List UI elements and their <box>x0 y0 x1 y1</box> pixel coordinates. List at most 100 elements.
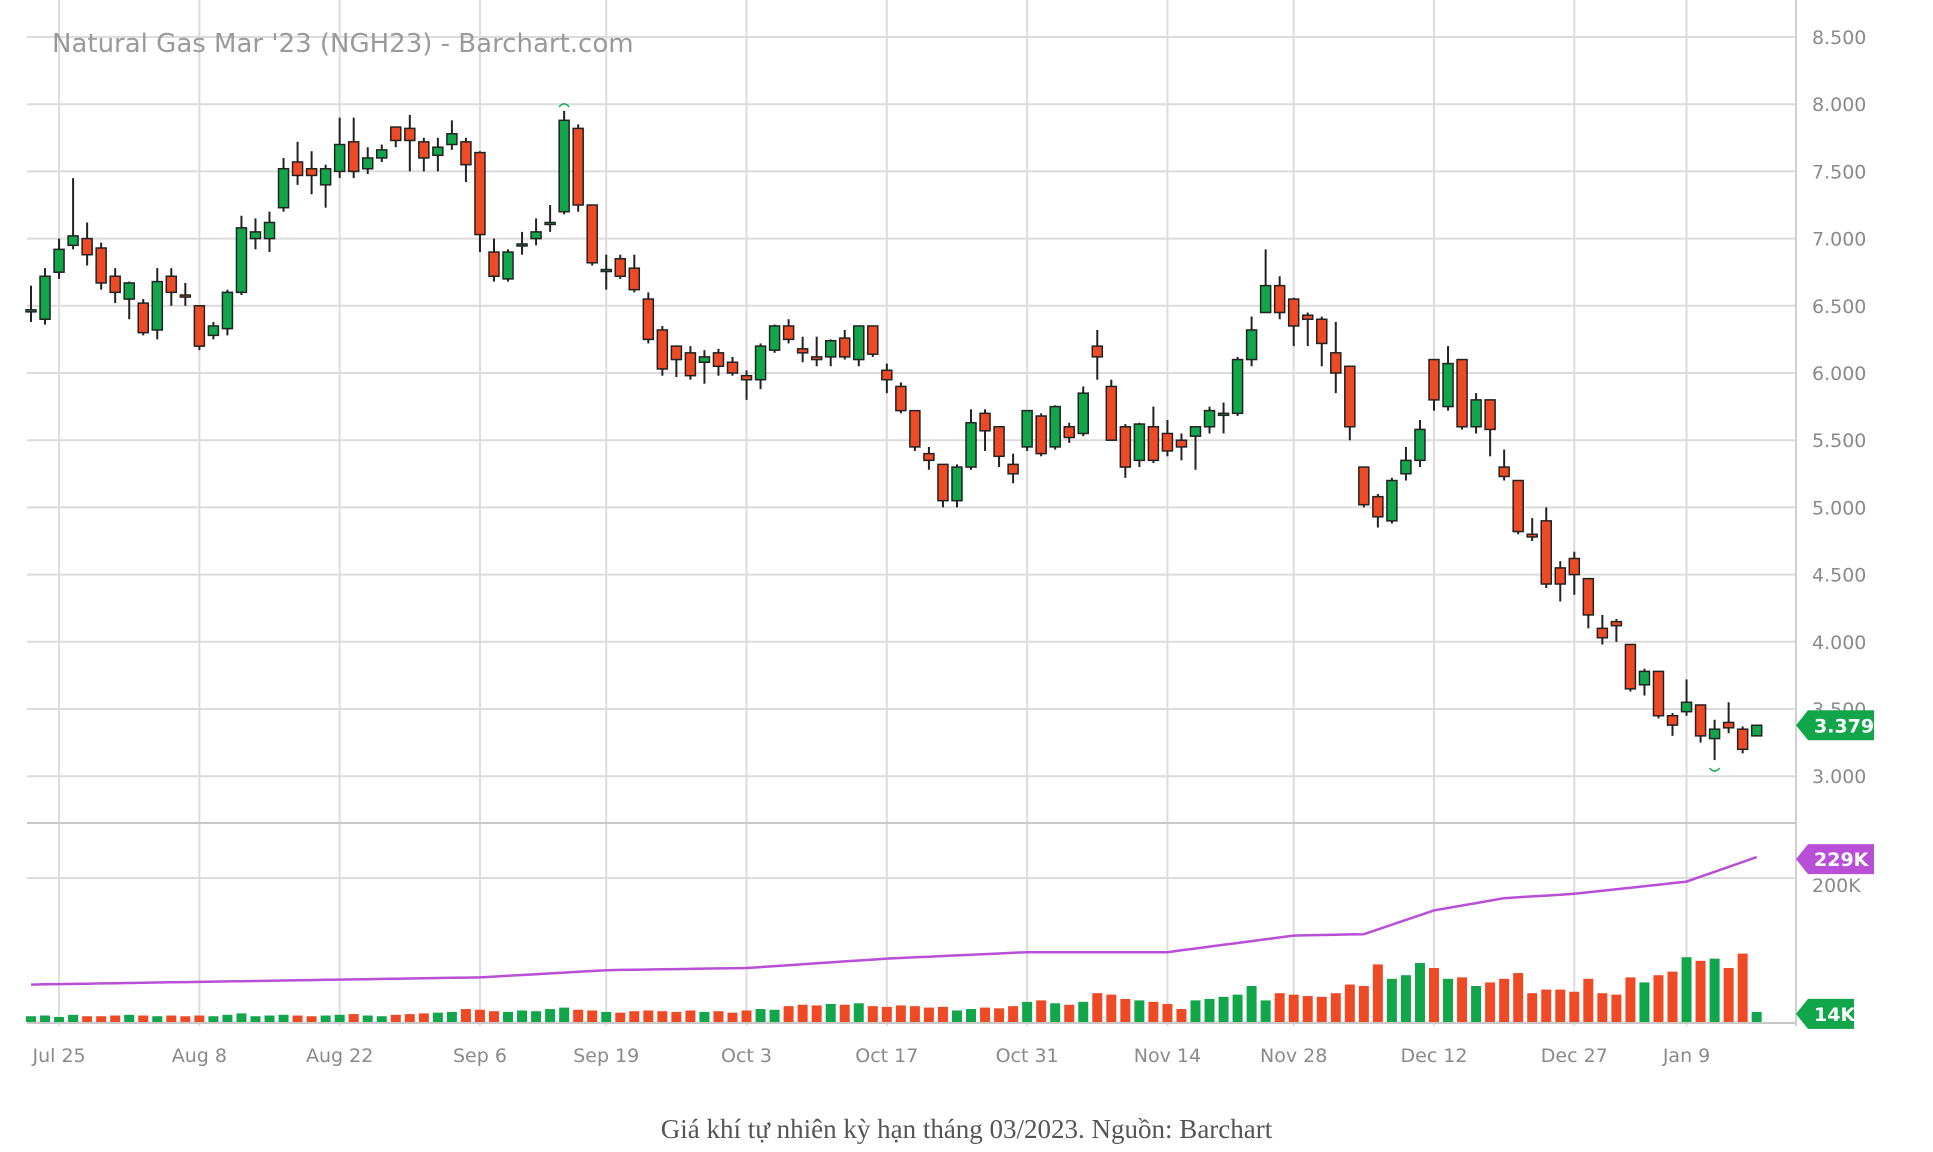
volume-bar <box>68 1014 79 1022</box>
price-tick-label: 6.500 <box>1812 296 1866 318</box>
candle-body <box>404 127 416 142</box>
candle-body <box>333 143 346 173</box>
volume-bar <box>1190 1000 1201 1022</box>
candle-body <box>446 133 458 146</box>
candle-body <box>1442 362 1454 408</box>
high-marker-icon <box>558 103 570 108</box>
candle <box>67 178 79 250</box>
volume-bar <box>390 1014 401 1022</box>
candle <box>1596 614 1609 645</box>
candle <box>1498 449 1510 481</box>
candle-body <box>1680 701 1693 713</box>
candle <box>81 222 93 266</box>
candle <box>1414 420 1426 468</box>
candle-body <box>1358 466 1370 506</box>
volume-bar <box>278 1014 289 1022</box>
candle-body <box>1582 577 1595 616</box>
candle-body <box>684 352 697 377</box>
candle-body <box>853 325 865 361</box>
candle-body <box>1147 426 1160 462</box>
volume-bar <box>1583 978 1594 1022</box>
candle <box>1344 365 1356 441</box>
candle-body <box>1596 627 1609 639</box>
candle-body <box>1161 432 1174 452</box>
volume-bar <box>96 1016 107 1022</box>
candle-body <box>1344 365 1356 428</box>
candle <box>895 382 907 414</box>
candle <box>333 117 346 179</box>
candle <box>1428 358 1440 411</box>
volume-bar <box>54 1016 65 1022</box>
volume-bar <box>517 1010 528 1022</box>
volume-bar <box>418 1013 429 1022</box>
candle-body <box>502 251 514 280</box>
volume-bar <box>671 1011 682 1022</box>
candle-body <box>1428 358 1440 401</box>
candle-body <box>1287 298 1300 327</box>
candle-body <box>1414 428 1426 462</box>
candle-body <box>782 325 795 341</box>
candle <box>782 319 795 344</box>
date-tick-label: Nov 14 <box>1134 1045 1201 1067</box>
volume-bar <box>1667 971 1678 1022</box>
open-interest-badge: 229K <box>1796 844 1874 875</box>
candle-body <box>1456 358 1468 428</box>
candle <box>1161 420 1174 457</box>
volume-bar <box>503 1011 514 1022</box>
candle <box>1512 479 1524 535</box>
candle <box>530 218 542 246</box>
candle-body <box>614 258 627 277</box>
candle-body <box>586 204 598 264</box>
candle <box>1386 477 1398 524</box>
candle <box>1301 312 1314 347</box>
volume-bar <box>166 1015 177 1022</box>
candle-body <box>460 141 472 166</box>
volume-bar <box>110 1015 121 1022</box>
candle <box>923 446 935 470</box>
candle <box>1259 249 1272 314</box>
volume-bar <box>1471 986 1482 1022</box>
candle-body <box>951 466 963 502</box>
date-tick-label: Aug 8 <box>172 1045 227 1067</box>
volume-bar <box>474 1009 485 1022</box>
candle <box>25 285 37 322</box>
candle <box>1736 726 1749 754</box>
candle <box>1245 316 1258 367</box>
volume-bar <box>727 1012 738 1022</box>
candle <box>376 144 388 162</box>
volume-bar <box>1737 953 1748 1022</box>
volume-bar <box>1499 978 1510 1022</box>
volume-bar <box>966 1009 977 1022</box>
candles <box>25 110 1763 761</box>
candle-body <box>1330 352 1342 374</box>
candle <box>1694 704 1707 743</box>
candle <box>1231 356 1244 417</box>
candle-body <box>1245 329 1258 361</box>
candle-body <box>151 280 164 331</box>
volume-bar <box>839 1004 850 1022</box>
volume-bar <box>432 1012 443 1022</box>
candle-body <box>1091 345 1104 358</box>
axes: 8.500 8.000 7.500 7.000 6.500 6.000 5.500 5.000… <box>31 27 1874 1067</box>
candle <box>1358 466 1370 508</box>
volume-bar <box>292 1015 303 1022</box>
candle-body <box>558 119 570 213</box>
candle <box>1554 561 1567 602</box>
volume-bar <box>1681 957 1692 1022</box>
candle <box>1666 713 1679 736</box>
volume-bar <box>306 1016 317 1022</box>
candle-body <box>179 294 192 298</box>
price-tick-label: 4.000 <box>1812 632 1866 654</box>
last-price-badge-shape <box>1796 710 1874 741</box>
candle <box>1484 399 1496 457</box>
candle-body <box>474 151 486 236</box>
volume-bar <box>1751 1011 1762 1022</box>
candle-body <box>1540 520 1552 585</box>
candle-body <box>1736 728 1749 751</box>
candle <box>151 268 164 340</box>
candle <box>460 137 472 183</box>
candle <box>193 305 206 351</box>
candle <box>53 238 65 279</box>
candle <box>1105 379 1118 441</box>
candle-body <box>824 339 837 358</box>
